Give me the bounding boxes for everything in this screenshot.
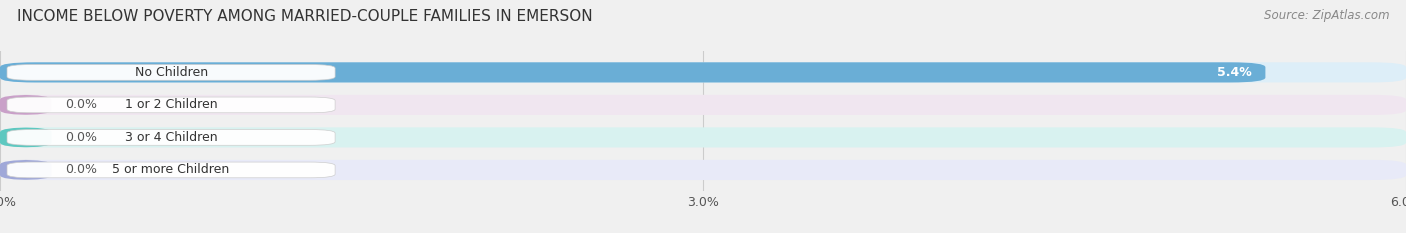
FancyBboxPatch shape: [0, 95, 1406, 115]
Text: 0.0%: 0.0%: [66, 131, 97, 144]
FancyBboxPatch shape: [0, 160, 52, 180]
FancyBboxPatch shape: [0, 62, 1265, 82]
Text: Source: ZipAtlas.com: Source: ZipAtlas.com: [1264, 9, 1389, 22]
Text: 5 or more Children: 5 or more Children: [112, 163, 229, 176]
FancyBboxPatch shape: [7, 65, 335, 80]
FancyBboxPatch shape: [7, 97, 335, 113]
FancyBboxPatch shape: [0, 160, 1406, 180]
Text: 5.4%: 5.4%: [1216, 66, 1251, 79]
Text: INCOME BELOW POVERTY AMONG MARRIED-COUPLE FAMILIES IN EMERSON: INCOME BELOW POVERTY AMONG MARRIED-COUPL…: [17, 9, 592, 24]
Text: No Children: No Children: [135, 66, 208, 79]
FancyBboxPatch shape: [0, 127, 1406, 147]
FancyBboxPatch shape: [7, 130, 335, 145]
Text: 1 or 2 Children: 1 or 2 Children: [125, 98, 218, 111]
Text: 0.0%: 0.0%: [66, 163, 97, 176]
FancyBboxPatch shape: [0, 62, 1406, 82]
FancyBboxPatch shape: [0, 95, 52, 115]
Text: 3 or 4 Children: 3 or 4 Children: [125, 131, 218, 144]
FancyBboxPatch shape: [7, 162, 335, 178]
FancyBboxPatch shape: [0, 127, 52, 147]
Text: 0.0%: 0.0%: [66, 98, 97, 111]
